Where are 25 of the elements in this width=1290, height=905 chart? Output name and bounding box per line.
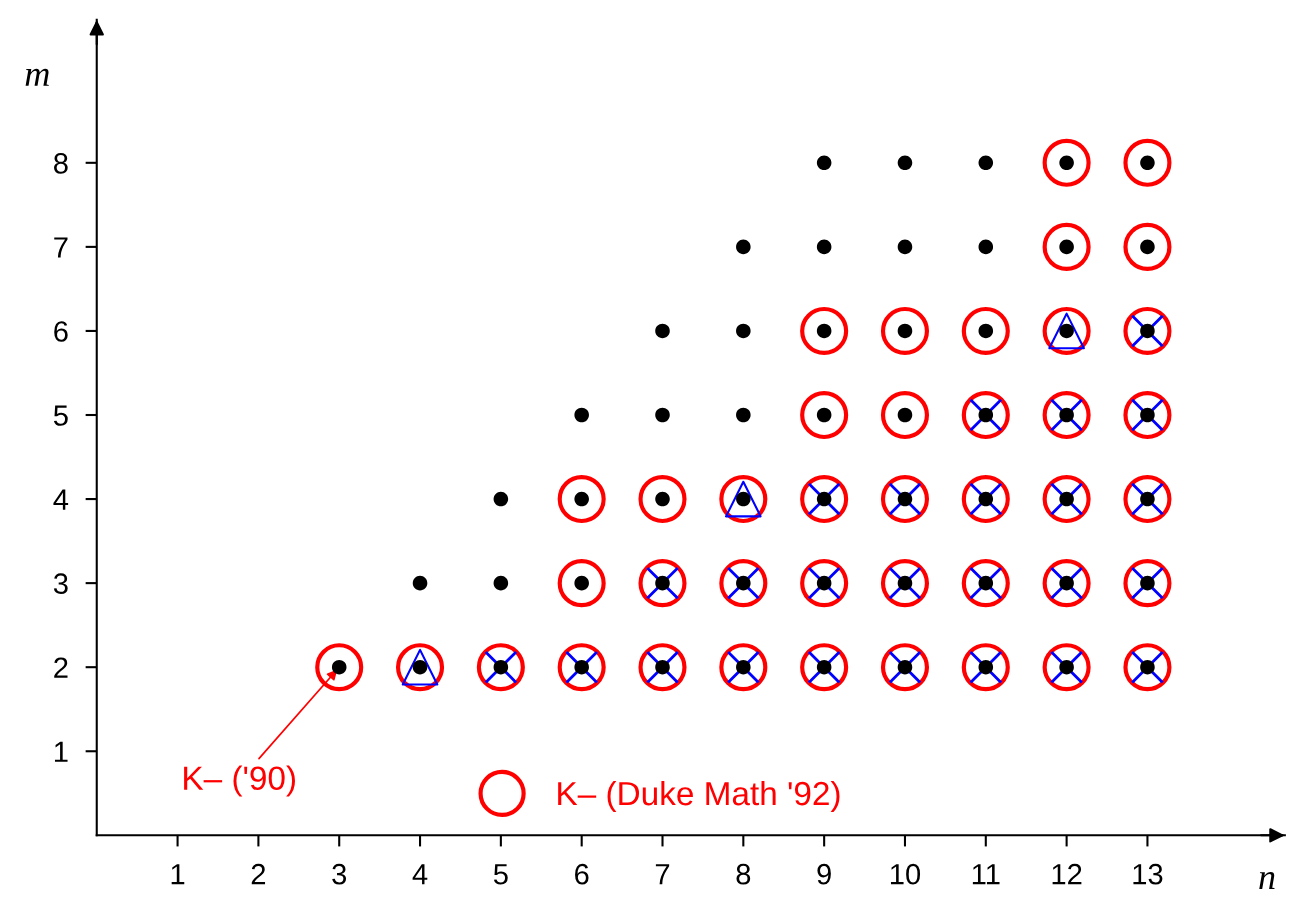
x-tick-label: 12	[1052, 863, 1082, 885]
x-tick-label: 11	[972, 864, 1000, 885]
legend-label: K– (Duke Math '92)	[558, 780, 840, 812]
x-tick-label: 2	[251, 863, 266, 885]
y-tick-label: 1	[54, 741, 68, 762]
y-tick-label: 8	[54, 153, 68, 174]
y-tick-label: 5	[53, 405, 68, 426]
x-tick-label: 3	[332, 863, 347, 885]
x-tick-label: 1	[171, 864, 185, 885]
y-axis-title: m	[25, 68, 49, 86]
x-tick-label: 8	[736, 863, 751, 885]
y-tick-label: 2	[54, 657, 68, 678]
x-tick-label: 13	[1133, 863, 1163, 885]
x-axis-title: n	[1259, 871, 1275, 889]
x-tick-label: 9	[817, 863, 831, 885]
x-tick-label: 4	[412, 864, 428, 885]
y-tick-label: 6	[54, 321, 68, 342]
x-tick-label: 7	[655, 864, 670, 885]
y-tick-label: 4	[53, 489, 69, 510]
x-tick-label: 6	[575, 863, 589, 885]
x-tick-label: 5	[493, 864, 508, 885]
y-tick-label: 7	[54, 237, 68, 258]
annotation: K– ('90)	[184, 765, 295, 797]
y-tick-label: 3	[53, 573, 68, 594]
x-tick-label: 10	[890, 863, 921, 885]
